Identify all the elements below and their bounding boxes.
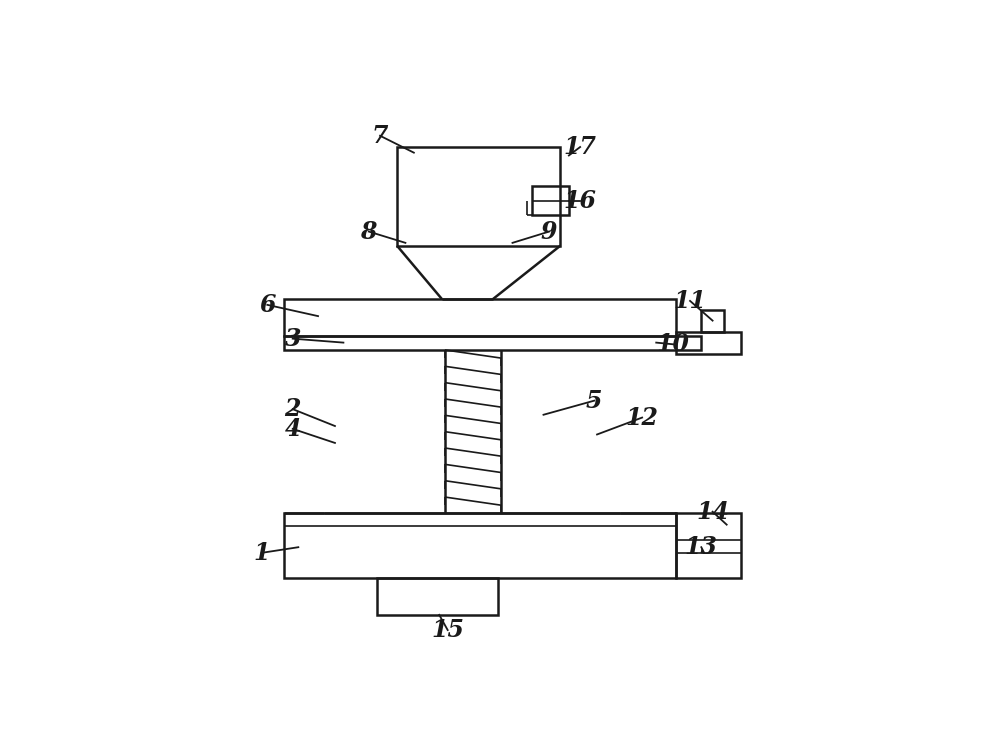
Text: 12: 12 <box>626 406 659 430</box>
Bar <box>676 332 741 354</box>
Text: 16: 16 <box>564 189 597 212</box>
Text: 15: 15 <box>431 618 464 642</box>
Text: 4: 4 <box>284 417 301 441</box>
Bar <box>701 310 724 332</box>
Text: 9: 9 <box>541 220 557 244</box>
Text: 2: 2 <box>284 397 301 421</box>
Text: 8: 8 <box>361 220 377 244</box>
Text: 11: 11 <box>674 289 707 313</box>
Text: 1: 1 <box>253 541 270 565</box>
Bar <box>284 299 676 336</box>
Bar <box>284 336 701 350</box>
Text: 13: 13 <box>685 535 718 559</box>
Text: 3: 3 <box>284 326 301 351</box>
Text: 17: 17 <box>564 135 597 159</box>
Text: 6: 6 <box>259 293 276 317</box>
Text: 7: 7 <box>372 124 388 148</box>
Bar <box>397 147 560 246</box>
Bar <box>284 513 676 578</box>
Bar <box>532 187 569 214</box>
Text: 10: 10 <box>657 332 690 356</box>
Text: 5: 5 <box>586 389 602 413</box>
Bar <box>377 578 498 615</box>
Text: 14: 14 <box>696 500 729 523</box>
Bar <box>676 513 741 578</box>
